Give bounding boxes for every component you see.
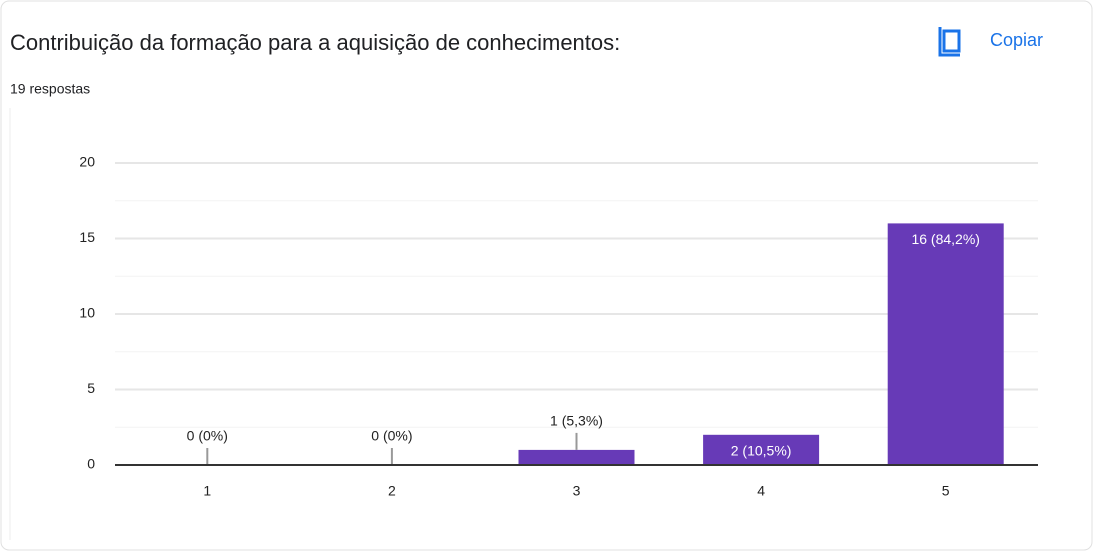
response-count: 19 respostas bbox=[10, 81, 90, 97]
y-tick-label: 10 bbox=[79, 305, 95, 321]
bar bbox=[703, 434, 820, 465]
bar bbox=[518, 449, 635, 465]
y-tick-label: 20 bbox=[79, 154, 95, 170]
data-label: 0 (0%) bbox=[187, 428, 228, 444]
copy-icon bbox=[938, 27, 960, 57]
y-tick-label: 0 bbox=[87, 456, 95, 472]
y-tick-label: 5 bbox=[87, 380, 95, 396]
data-label: 16 (84,2%) bbox=[911, 231, 979, 247]
copy-icon bbox=[942, 29, 961, 53]
x-tick-label: 1 bbox=[203, 483, 211, 499]
copy-label[interactable]: Copiar bbox=[990, 30, 1043, 50]
x-tick-label: 4 bbox=[757, 483, 765, 499]
bar bbox=[887, 223, 1004, 465]
x-tick-label: 3 bbox=[573, 483, 581, 499]
x-tick-label: 5 bbox=[942, 483, 950, 499]
y-tick-label: 15 bbox=[79, 229, 95, 245]
question-title: Contribuição da formação para a aquisiçã… bbox=[10, 30, 620, 55]
data-label: 0 (0%) bbox=[371, 428, 412, 444]
copy-button[interactable]: Copiar bbox=[938, 27, 1043, 57]
data-label: 1 (5,3%) bbox=[550, 413, 603, 429]
x-tick-label: 2 bbox=[388, 483, 396, 499]
data-label: 2 (10,5%) bbox=[731, 443, 792, 459]
